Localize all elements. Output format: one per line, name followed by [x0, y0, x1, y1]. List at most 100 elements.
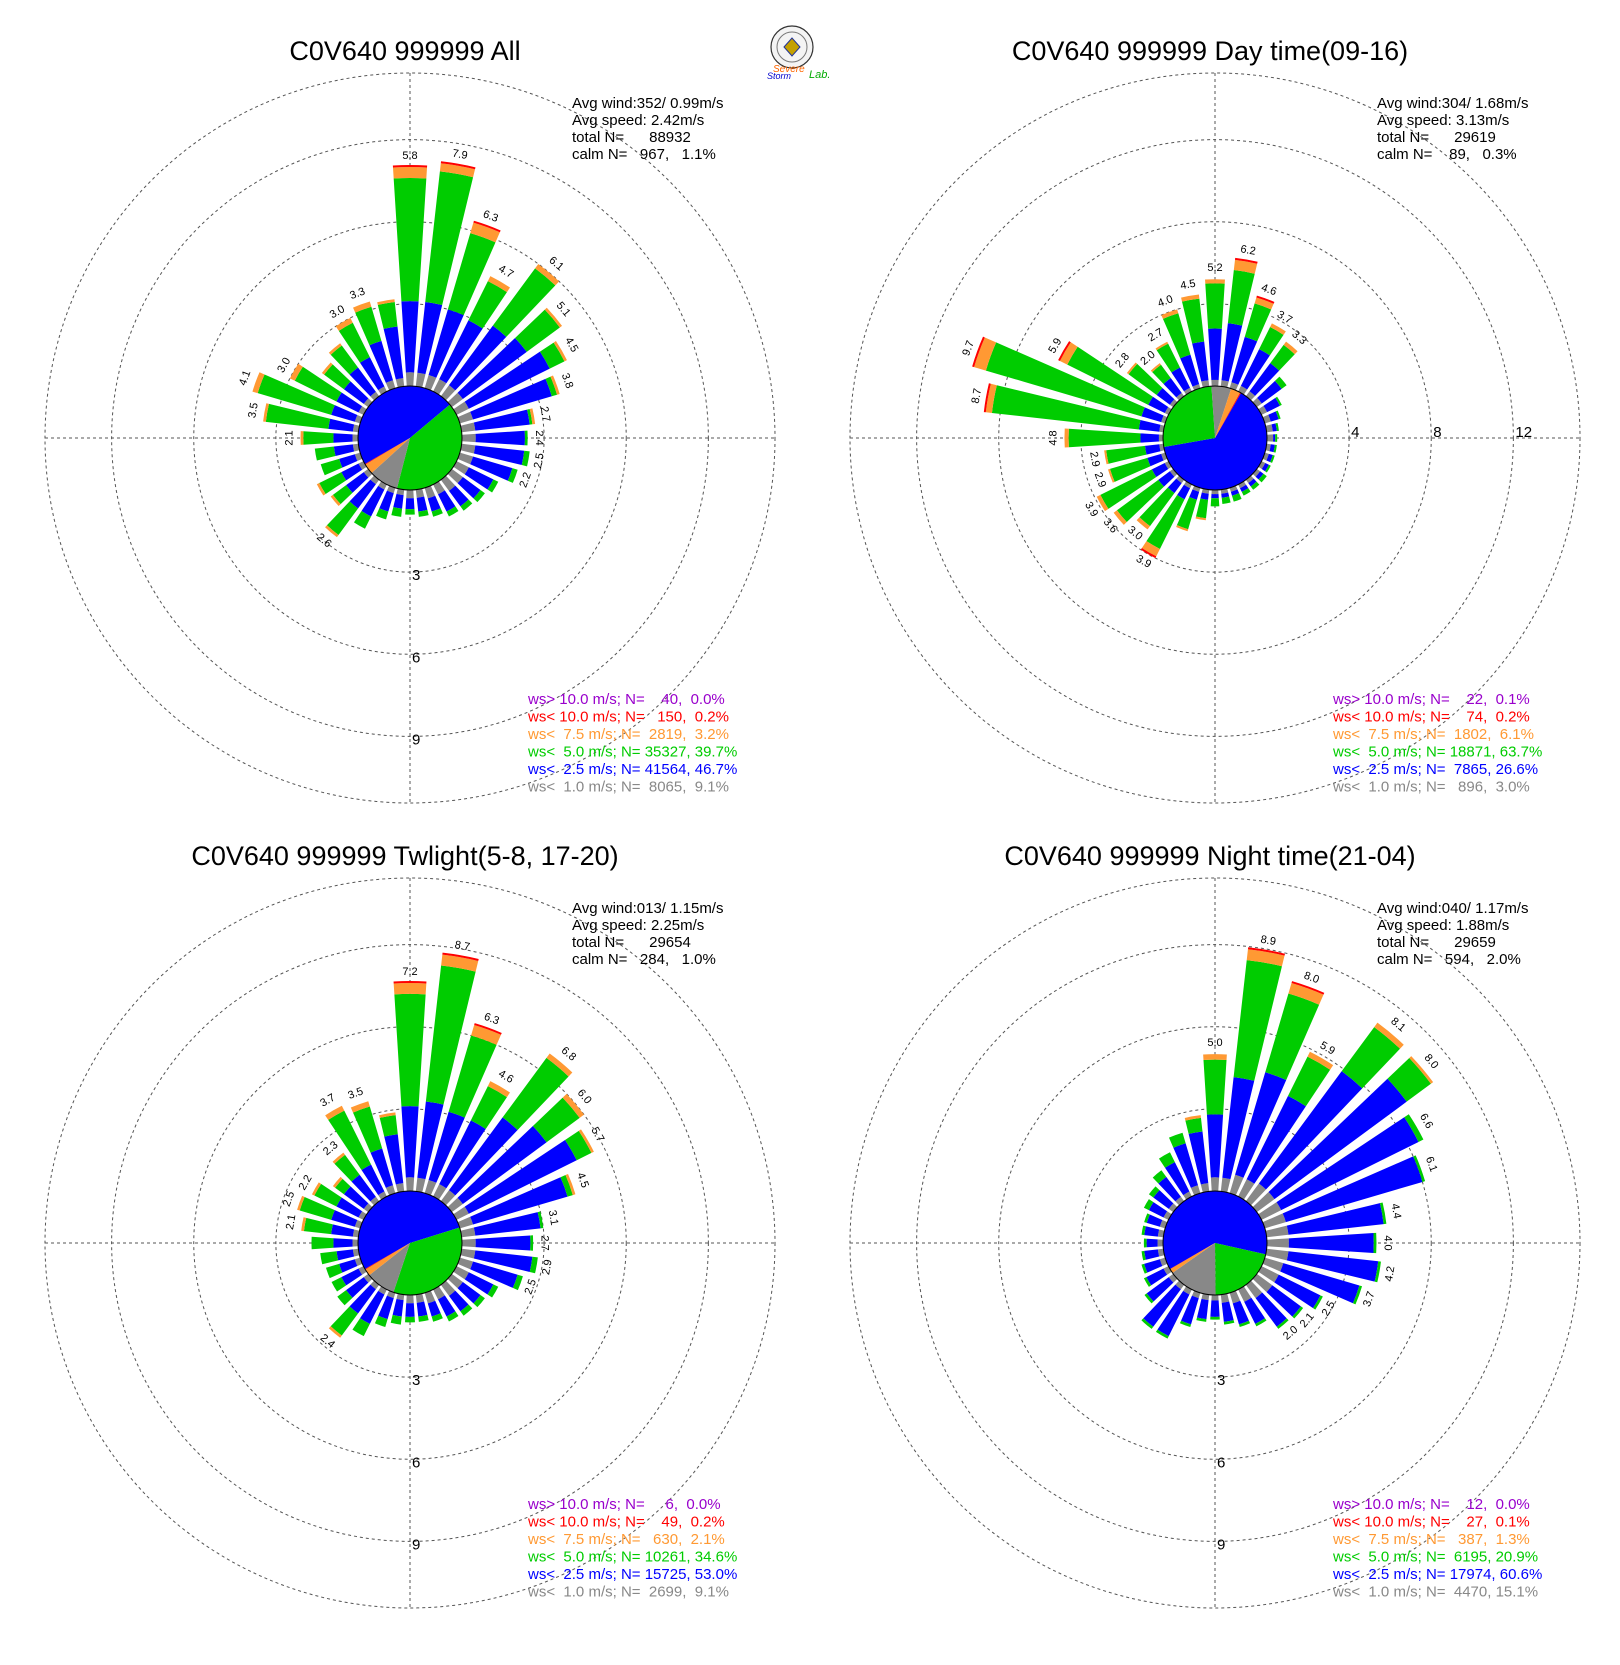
- petal-segment-blue: [1268, 411, 1279, 422]
- petal-segment-green: [1141, 1263, 1148, 1274]
- petal-segment-green: [1143, 1238, 1147, 1248]
- ring-label: 9: [412, 731, 420, 748]
- petal-segment-green: [1275, 410, 1281, 420]
- petal-segment-green: [502, 1057, 569, 1131]
- petal-segment-blue: [1268, 1078, 1407, 1200]
- petal-segment-orange: [1233, 259, 1258, 274]
- petal-segment-gray: [1245, 475, 1254, 484]
- petal-segment-green: [530, 1235, 534, 1251]
- petal-segment-blue: [475, 430, 525, 446]
- petal-segment-blue: [470, 378, 552, 420]
- petal-segment-blue: [1221, 323, 1243, 382]
- stat-avg-speed: Avg speed: 3.13m/s: [1377, 112, 1509, 129]
- petal-segment-green: [405, 1316, 415, 1323]
- stat-total: total N= 88932: [572, 129, 691, 146]
- petal-segment-blue: [336, 392, 363, 413]
- petal-segment-blue: [405, 1303, 415, 1317]
- petal-segment-gray: [424, 374, 437, 391]
- petal-segment-blue: [427, 1300, 441, 1317]
- petal-segment-blue: [1274, 1274, 1321, 1309]
- petal-segment-red: [474, 1023, 502, 1035]
- petal-segment-green: [487, 1284, 499, 1298]
- petal-segment-orange: [546, 1053, 573, 1077]
- petal-segment-blue: [346, 1277, 369, 1298]
- petal-segment-blue: [1146, 1238, 1158, 1248]
- petal-segment-green: [1152, 1170, 1167, 1184]
- petal-segment-orange: [300, 431, 304, 445]
- petal-segment-blue: [1282, 1156, 1423, 1223]
- petal-segment-blue: [448, 1290, 469, 1312]
- petal-segment-gray: [378, 1286, 387, 1295]
- petal-segment-blue: [1288, 1233, 1374, 1253]
- petal-segment-green: [492, 268, 556, 337]
- petal-segment-blue: [470, 1261, 518, 1288]
- stat-avg-wind: Avg wind:352/ 0.99m/s: [572, 95, 723, 112]
- petal-segment-gray: [1229, 1174, 1244, 1196]
- petal-segment-gray: [370, 391, 380, 401]
- petal-segment-blue: [1146, 1268, 1168, 1286]
- center-pie-slice: [1169, 1243, 1215, 1270]
- petal-segment-green: [1139, 487, 1175, 527]
- petal-segment-blue: [439, 1120, 486, 1189]
- petal-segment-gray: [1176, 392, 1185, 401]
- ring-label: 9: [1217, 1536, 1225, 1553]
- petal-label: 5.8: [402, 150, 417, 162]
- petal-segment-orange: [1270, 323, 1286, 335]
- ring-label: 6: [412, 1454, 420, 1471]
- petal-segment-green: [1210, 498, 1220, 507]
- stat-calm: calm N= 89, 0.3%: [1377, 146, 1517, 163]
- petal-segment-gray: [415, 488, 425, 498]
- petal-segment-blue: [1269, 444, 1275, 453]
- petal-segment-green: [1221, 496, 1231, 504]
- petal-label: 3.8: [559, 372, 576, 390]
- grid-ring: [193, 1026, 627, 1460]
- petal-segment-blue: [370, 1148, 393, 1188]
- petal-segment-orange: [1195, 516, 1206, 521]
- petal-segment-blue: [401, 1106, 419, 1178]
- petal-segment-blue: [1151, 462, 1169, 477]
- petal-label: 7.9: [451, 148, 468, 162]
- petal-segment-blue: [1246, 1095, 1306, 1184]
- petal-segment-gray: [453, 1206, 469, 1220]
- petal-segment-green: [521, 450, 530, 467]
- petal-segment-green: [376, 508, 389, 520]
- petal-segment-green: [1341, 1027, 1400, 1089]
- stat-calm: calm N= 284, 1.0%: [572, 951, 716, 968]
- petal-segment-gray: [378, 386, 387, 395]
- petal-segment-blue: [1244, 1297, 1265, 1324]
- petal-segment-green: [353, 1106, 383, 1153]
- petal-segment-blue: [1280, 1263, 1360, 1304]
- petal-segment-orange: [1155, 341, 1169, 351]
- petal-segment-orange: [1246, 949, 1285, 967]
- ring-label: 3: [1217, 1372, 1225, 1389]
- petal-segment-red: [1140, 548, 1157, 559]
- petal-segment-gray: [352, 1248, 360, 1257]
- petal-segment-green: [460, 499, 473, 511]
- petal-segment-green: [418, 1314, 429, 1322]
- legend-entry: ws< 1.0 m/s; N= 4470, 15.1%: [1332, 1584, 1538, 1601]
- petal-segment-gray: [1262, 1213, 1286, 1229]
- petal-segment-green: [1232, 493, 1242, 502]
- petal-segment-gray: [352, 424, 360, 433]
- petal-segment-green: [1404, 1114, 1424, 1142]
- petal-segment-green: [377, 301, 398, 329]
- petal-segment-green: [470, 1086, 507, 1129]
- petal-segment-green: [294, 366, 342, 402]
- petal-label: 2.3: [321, 1139, 340, 1158]
- petal-segment-blue: [427, 495, 441, 512]
- petal-segment-green: [299, 1196, 335, 1220]
- petal-segment-gray: [457, 452, 474, 465]
- petal-segment-blue: [1141, 407, 1164, 423]
- petal-segment-green: [446, 1311, 459, 1322]
- petal-segment-gray: [1258, 1202, 1282, 1220]
- center-pie-slice: [364, 1243, 410, 1270]
- petal-segment-green: [1196, 1317, 1207, 1322]
- petal-segment-blue: [1189, 489, 1200, 500]
- petal-segment-gray: [352, 434, 359, 442]
- wind-rose-panel-3: 7.28.76.34.66.86.05.74.53.12.72.92.52.42…: [44, 841, 776, 1609]
- petal-segment-gray: [440, 1190, 456, 1206]
- petal-segment-green: [515, 309, 560, 352]
- petal-label: 4.0: [1156, 293, 1174, 310]
- chart-title: C0V640 999999 Day time(09-16): [1012, 36, 1408, 66]
- petal-segment-green: [314, 446, 336, 461]
